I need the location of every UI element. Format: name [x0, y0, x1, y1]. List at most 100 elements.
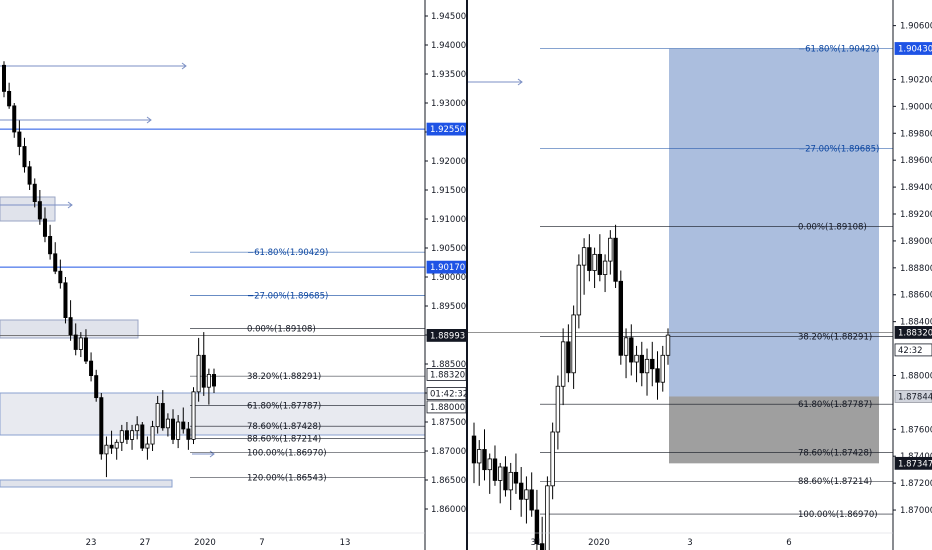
- candle-body: [42, 218, 47, 237]
- arrow-head: [146, 116, 152, 124]
- candle-body: [196, 354, 201, 393]
- price-tag: [894, 42, 932, 55]
- price-tick-label: 1.88800: [900, 264, 932, 274]
- price-tag: [894, 326, 932, 339]
- candle-body: [201, 354, 206, 388]
- price-tick-label: 1.92000: [431, 157, 466, 167]
- price-tick-label: 1.86000: [431, 505, 466, 515]
- price-tick-label: 1.89600: [900, 156, 932, 166]
- price-tick-label: 1.93000: [431, 99, 466, 109]
- candle-body: [181, 421, 186, 430]
- left-chart-pane[interactable]: −61.80%(1.90429) −27.00%(1.89685) 0.00%(1.…: [0, 0, 466, 550]
- date-tick-label: 7: [259, 538, 264, 548]
- price-tick-label: 1.91000: [431, 215, 466, 225]
- candle-body: [63, 282, 68, 318]
- candle-body: [130, 430, 135, 440]
- price-tick-label: 1.90200: [900, 75, 932, 85]
- price-tick-label: 1.87600: [900, 425, 932, 435]
- candle-body: [124, 430, 129, 440]
- price-tick-label: 1.86500: [431, 476, 466, 486]
- candle-body: [32, 183, 37, 202]
- candle-body: [104, 444, 109, 455]
- candle-body: [12, 105, 17, 133]
- price-tag-label: 1.90170: [430, 263, 465, 273]
- price-tick-label: 1.88000: [900, 371, 932, 381]
- candle-body: [17, 131, 22, 147]
- candle-body: [498, 466, 503, 481]
- candle-body: [89, 360, 94, 377]
- fib-label: −27.00%(1.89685): [247, 291, 328, 301]
- price-tick-label: 1.87000: [431, 447, 466, 457]
- date-tick-label: 3: [687, 538, 692, 548]
- price-tag: [426, 329, 466, 342]
- fib-label: 0.00%(1.89108): [798, 222, 867, 232]
- price-tag-label: 1.87844: [898, 392, 932, 402]
- candle-body: [176, 421, 181, 440]
- candle-body: [539, 543, 545, 550]
- candle-body: [508, 471, 513, 491]
- price-tag-label: 1.88993: [430, 331, 465, 341]
- candle-body: [22, 146, 27, 168]
- candle-body: [513, 471, 519, 484]
- candle-body: [2, 64, 7, 92]
- candle-body: [477, 449, 482, 464]
- candle-body: [99, 397, 104, 455]
- arrow-head: [517, 78, 523, 86]
- price-tag: [894, 456, 932, 470]
- candle-body: [597, 253, 603, 275]
- candle-body: [639, 354, 644, 374]
- price-tag: [426, 122, 466, 136]
- candle-body: [211, 374, 216, 387]
- candle-body: [37, 201, 42, 220]
- candle-body: [492, 458, 498, 481]
- fib-label: −61.80%(1.90429): [798, 45, 879, 55]
- price-tick-label: 1.94500: [431, 12, 466, 22]
- candle-body: [48, 235, 53, 255]
- candle-body: [68, 317, 73, 336]
- pane-divider[interactable]: [466, 0, 468, 550]
- price-tick-label: 1.88500: [431, 360, 466, 370]
- candle-body: [78, 337, 83, 350]
- candle-body: [618, 280, 624, 356]
- candle-body: [135, 424, 140, 432]
- price-tag-label: 1.90430: [898, 45, 932, 55]
- date-tick-label: 31: [531, 538, 542, 548]
- price-tick-label: 1.89200: [900, 210, 932, 220]
- candle-body: [487, 458, 492, 471]
- date-tick-label: 23: [86, 538, 97, 548]
- right-chart-pane[interactable]: −61.80%(1.90429) −27.00%(1.89685) 0.00%(1.…: [468, 0, 932, 550]
- price-tick-label: 1.94000: [431, 41, 466, 51]
- candle-body: [119, 430, 124, 443]
- right-chart-canvas[interactable]: −61.80%(1.90429) −27.00%(1.89685) 0.00%(1.…: [468, 0, 932, 550]
- candle-body: [602, 260, 608, 275]
- arrow-head: [209, 450, 215, 458]
- candle-body: [165, 418, 170, 429]
- candle-body: [560, 341, 566, 387]
- price-tag-label: 42:32: [898, 346, 923, 356]
- price-tick-label: 1.90500: [431, 244, 466, 254]
- fib-label: 120.00%(1.86543): [247, 474, 327, 484]
- candle-body: [471, 435, 477, 464]
- candle-body: [613, 237, 618, 282]
- price-tag: [426, 260, 466, 274]
- target-zone: [669, 48, 879, 397]
- date-tick-label: 6: [786, 538, 791, 548]
- candle-body: [191, 391, 196, 440]
- support-zone: [0, 392, 426, 436]
- candle-body: [566, 341, 571, 374]
- fib-label: 100.00%(1.86970): [798, 510, 878, 520]
- candle-body: [145, 443, 150, 449]
- candle-body: [150, 426, 155, 445]
- candle-body: [555, 385, 561, 433]
- fib-label: −61.80%(1.90429): [247, 248, 328, 258]
- candle-body: [608, 237, 613, 262]
- price-tick-label: 1.88400: [900, 318, 932, 328]
- candle-body: [665, 334, 671, 356]
- candle-body: [623, 337, 629, 356]
- price-tag: [426, 368, 466, 381]
- candle-body: [171, 418, 176, 440]
- candle-body: [94, 375, 99, 399]
- left-chart-canvas[interactable]: −61.80%(1.90429) −27.00%(1.89685) 0.00%(1.…: [0, 0, 466, 550]
- price-tag-label: 01:42:32: [430, 390, 466, 400]
- candle-body: [571, 314, 576, 374]
